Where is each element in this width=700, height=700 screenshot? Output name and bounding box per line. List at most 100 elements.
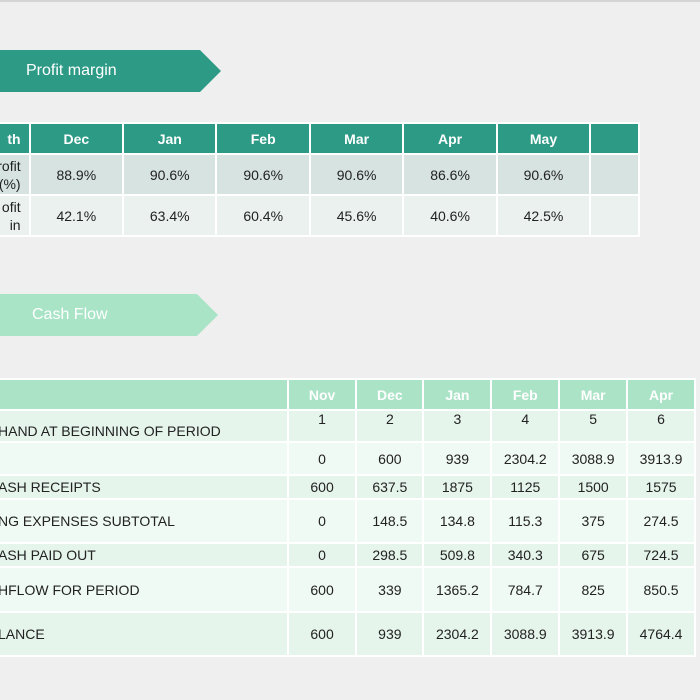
table-cell: 939 — [422, 441, 493, 476]
table-cell: 90.6% — [215, 153, 311, 196]
table-cell-overflow — [589, 153, 640, 196]
row-label: NG EXPENSES SUBTOTAL — [0, 498, 289, 544]
cash-flow-banner: Cash Flow — [0, 294, 218, 336]
profit-month-header: May — [495, 122, 592, 155]
profit-margin-title: Profit margin — [26, 62, 117, 79]
profit-margin-banner: Profit margin — [0, 50, 221, 92]
cash-flow-table: Nov Dec Jan Feb Mar Apr HAND AT BEGINNIN… — [0, 378, 696, 657]
table-cell: 148.5 — [355, 498, 425, 544]
table-cell: 375 — [558, 498, 629, 544]
table-row: rofit (%) 88.9% 90.6% 90.6% 90.6% 86.6% … — [0, 153, 640, 196]
table-cell: 42.1% — [28, 194, 125, 237]
table-cell: 1575 — [626, 474, 696, 500]
row-label: ASH RECEIPTS — [0, 474, 289, 500]
table-cell: 600 — [286, 611, 358, 657]
table-cell: 6 — [626, 409, 696, 443]
table-cell: 86.6% — [402, 153, 498, 196]
table-cell: 340.3 — [490, 542, 561, 568]
table-cell: 939 — [355, 611, 425, 657]
table-cell: 675 — [558, 542, 629, 568]
table-cell-overflow — [589, 194, 640, 237]
table-cell: 850.5 — [626, 566, 696, 613]
table-cell: 339 — [355, 566, 425, 613]
table-cell: 3088.9 — [490, 611, 561, 657]
table-cell: 724.5 — [626, 542, 696, 568]
row-label: LANCE — [0, 611, 289, 657]
table-cell: 134.8 — [422, 498, 493, 544]
cash-month-header: Jan — [422, 378, 493, 411]
table-cell: 45.6% — [308, 194, 405, 237]
row-label-line: in — [9, 216, 21, 233]
cash-month-header: Dec — [355, 378, 425, 411]
table-cell: 40.6% — [402, 194, 498, 237]
table-cell: 2 — [355, 409, 425, 443]
table-cell: 298.5 — [355, 542, 425, 568]
table-cell: 1365.2 — [422, 566, 493, 613]
table-cell: 784.7 — [490, 566, 561, 613]
table-cell: 5 — [558, 409, 629, 443]
table-cell: 90.6% — [308, 153, 405, 196]
table-cell: 0 — [286, 542, 358, 568]
cash-month-header: Mar — [558, 378, 629, 411]
table-row: 0 600 939 2304.2 3088.9 3913.9 — [0, 441, 696, 476]
table-cell: 115.3 — [490, 498, 561, 544]
table-cell: 2304.2 — [422, 611, 493, 657]
table-cell: 4764.4 — [626, 611, 696, 657]
cash-header-row: Nov Dec Jan Feb Mar Apr — [0, 378, 696, 411]
table-cell: 3913.9 — [626, 441, 696, 476]
row-label-line: rofit — [0, 157, 21, 174]
table-cell: 0 — [286, 441, 358, 476]
table-cell: 90.6% — [495, 153, 592, 196]
profit-month-header: Jan — [122, 122, 218, 155]
table-cell: 1125 — [490, 474, 561, 500]
table-row: ASH RECEIPTS 600 637.5 1875 1125 1500 1575 — [0, 474, 696, 500]
profit-month-header: Dec — [28, 122, 125, 155]
profit-month-header: Feb — [215, 122, 311, 155]
table-cell: 509.8 — [422, 542, 493, 568]
table-cell: 2304.2 — [490, 441, 561, 476]
table-row: ofit in 42.1% 63.4% 60.4% 45.6% 40.6% 42… — [0, 194, 640, 237]
cash-month-header: Apr — [626, 378, 696, 411]
table-cell: 600 — [355, 441, 425, 476]
row-label: HAND AT BEGINNING OF PERIOD — [0, 409, 289, 443]
profit-month-header-overflow — [589, 122, 640, 155]
table-row: HFLOW FOR PERIOD 600 339 1365.2 784.7 825 850.… — [0, 566, 696, 613]
cash-month-header: Nov — [286, 378, 358, 411]
table-cell: 0 — [286, 498, 358, 544]
row-label: ofit in — [0, 194, 31, 237]
profit-month-header: Apr — [402, 122, 498, 155]
row-label: rofit (%) — [0, 153, 31, 196]
row-label — [0, 441, 289, 476]
profit-header-label: th — [0, 122, 31, 155]
row-label-line: (%) — [0, 175, 21, 192]
row-label: ASH PAID OUT — [0, 542, 289, 568]
cash-month-header: Feb — [490, 378, 561, 411]
table-row: HAND AT BEGINNING OF PERIOD 1 2 3 4 5 6 — [0, 409, 696, 443]
table-cell: 1500 — [558, 474, 629, 500]
table-cell: 1875 — [422, 474, 493, 500]
table-cell: 88.9% — [28, 153, 125, 196]
table-cell: 90.6% — [122, 153, 218, 196]
table-cell: 60.4% — [215, 194, 311, 237]
table-cell: 3 — [422, 409, 493, 443]
table-cell: 274.5 — [626, 498, 696, 544]
table-cell: 63.4% — [122, 194, 218, 237]
profit-margin-table: th Dec Jan Feb Mar Apr May rofit (%) 88.… — [0, 122, 640, 237]
top-divider — [0, 0, 700, 2]
table-cell: 825 — [558, 566, 629, 613]
table-row: NG EXPENSES SUBTOTAL 0 148.5 134.8 115.3 375 2… — [0, 498, 696, 544]
cash-flow-title: Cash Flow — [32, 306, 108, 323]
table-cell: 637.5 — [355, 474, 425, 500]
table-cell: 1 — [286, 409, 358, 443]
profit-header-row: th Dec Jan Feb Mar Apr May — [0, 122, 640, 155]
table-cell: 600 — [286, 474, 358, 500]
row-label-line: ofit — [1, 198, 21, 215]
profit-month-header: Mar — [308, 122, 405, 155]
table-cell: 600 — [286, 566, 358, 613]
table-row: LANCE 600 939 2304.2 3088.9 3913.9 4764.4 — [0, 611, 696, 657]
table-row: ASH PAID OUT 0 298.5 509.8 340.3 675 724.5 — [0, 542, 696, 568]
table-cell: 3088.9 — [558, 441, 629, 476]
table-cell: 42.5% — [495, 194, 592, 237]
row-label: HFLOW FOR PERIOD — [0, 566, 289, 613]
